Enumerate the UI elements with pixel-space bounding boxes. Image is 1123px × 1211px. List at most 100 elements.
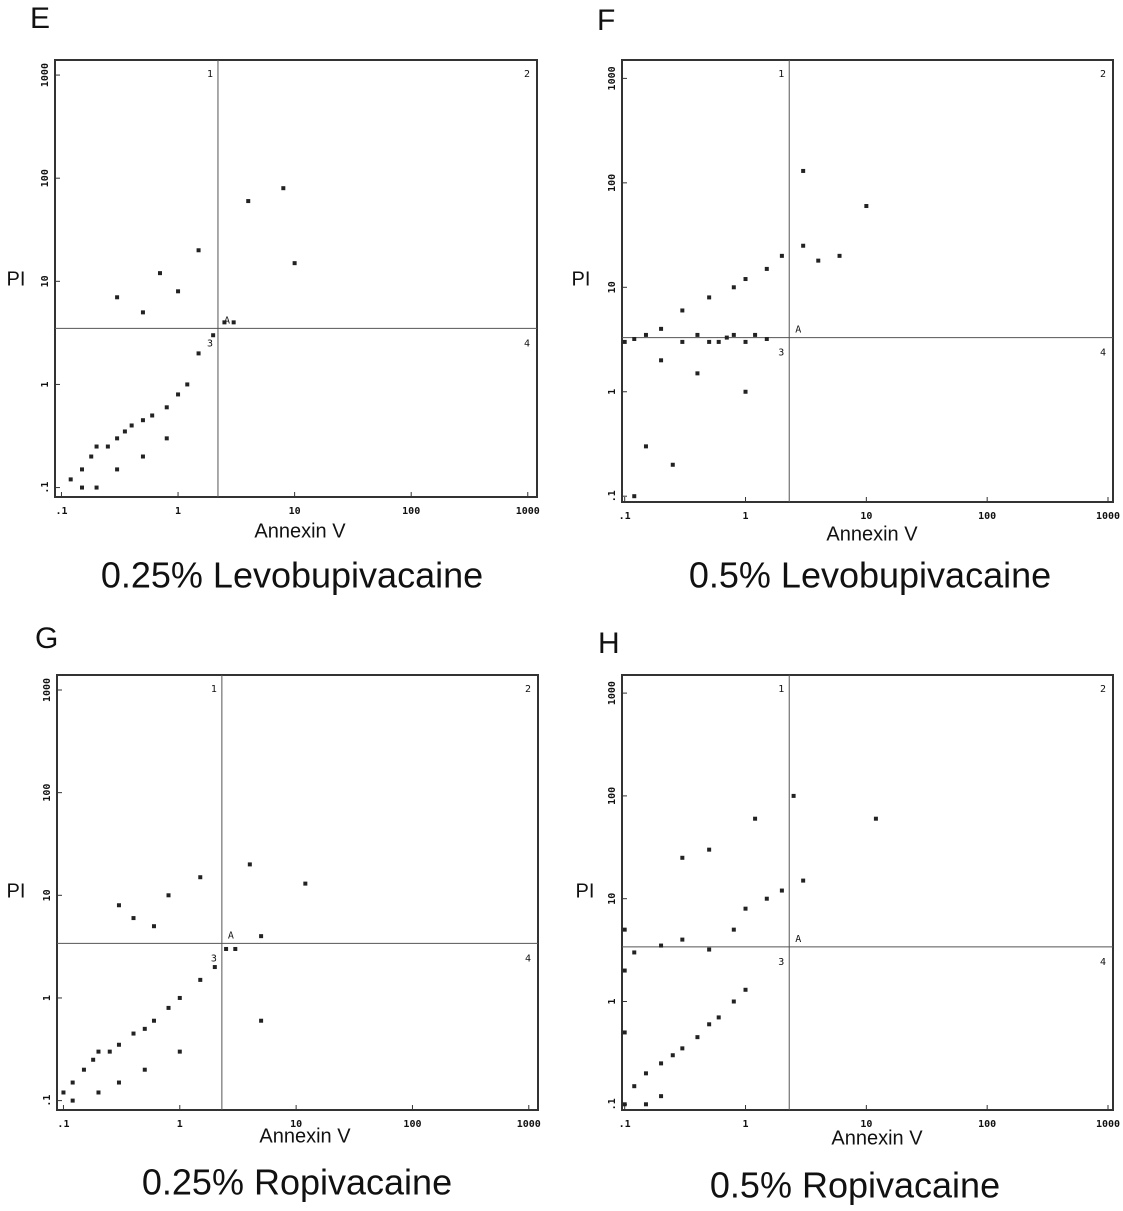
x-tick-label: 1000	[517, 1119, 541, 1130]
event-point	[116, 903, 121, 908]
quadrant-label: 2	[525, 684, 531, 695]
event-point	[731, 285, 736, 290]
y-tick-label: 1	[42, 995, 53, 1001]
plot-frame	[54, 59, 538, 498]
y-axis-label: PI	[572, 268, 591, 290]
quadrant-label: A	[228, 930, 234, 941]
event-point	[643, 332, 648, 337]
event-point	[231, 320, 236, 325]
event-point	[151, 924, 156, 929]
event-point	[224, 946, 229, 951]
event-point	[659, 943, 664, 948]
event-point	[622, 1030, 627, 1035]
quadrant-label: A	[795, 934, 801, 945]
event-point	[707, 295, 712, 300]
event-point	[731, 332, 736, 337]
quadrant-label: A	[224, 315, 230, 326]
event-point	[185, 382, 190, 387]
event-point	[731, 999, 736, 1004]
quadrant-label: 1	[211, 684, 217, 695]
y-tick-label: 10	[607, 281, 618, 293]
event-point	[716, 339, 721, 344]
event-point	[731, 927, 736, 932]
event-point	[177, 1049, 182, 1054]
event-point	[198, 977, 203, 982]
event-point	[164, 436, 169, 441]
y-axis-label: PI	[576, 880, 595, 902]
event-point	[212, 965, 217, 970]
event-point	[94, 444, 99, 449]
event-point	[79, 467, 84, 472]
event-point	[166, 893, 171, 898]
x-axis-label: Annexin V	[826, 523, 918, 545]
event-point	[743, 339, 748, 344]
quadrant-label: 2	[1100, 69, 1106, 80]
panel-caption: 0.5% Ropivacaine	[710, 1165, 1000, 1206]
event-point	[281, 186, 286, 191]
event-point	[680, 855, 685, 860]
event-point	[743, 389, 748, 394]
event-point	[140, 454, 145, 459]
panel-caption: 0.5% Levobupivacaine	[689, 555, 1051, 596]
x-tick-label: 10	[289, 506, 301, 517]
event-point	[222, 320, 227, 325]
event-point	[864, 204, 869, 209]
y-tick-label: .1	[42, 1095, 53, 1107]
x-axis-label: Annexin V	[831, 1127, 923, 1149]
panel-label: H	[598, 627, 620, 660]
plot-frame	[56, 674, 539, 1111]
event-point	[659, 358, 664, 363]
event-point	[198, 875, 203, 880]
event-point	[622, 339, 627, 344]
event-point	[680, 937, 685, 942]
event-point	[873, 816, 878, 821]
y-tick-label: .1	[40, 482, 51, 494]
event-point	[680, 339, 685, 344]
event-point	[753, 332, 758, 337]
quadrant-label: 2	[524, 69, 530, 80]
event-point	[791, 793, 796, 798]
y-tick-label: 100	[42, 784, 53, 802]
x-tick-label: 1	[175, 506, 181, 517]
y-tick-label: 100	[40, 169, 51, 187]
quadrant-label: 1	[778, 684, 784, 695]
x-tick-label: 100	[978, 511, 996, 522]
event-point	[116, 1042, 121, 1047]
event-point	[743, 987, 748, 992]
x-axis-label: Annexin V	[259, 1125, 351, 1147]
event-point	[724, 335, 729, 340]
quadrant-label: 1	[207, 69, 213, 80]
y-axis-label: PI	[7, 880, 26, 902]
event-point	[716, 1015, 721, 1020]
event-point	[131, 916, 136, 921]
event-point	[801, 878, 806, 883]
event-point	[176, 392, 181, 397]
x-axis-label: Annexin V	[254, 520, 346, 542]
x-tick-label: 1000	[516, 506, 540, 517]
y-tick-label: 100	[607, 174, 618, 192]
quadrant-label: 3	[778, 957, 784, 968]
y-tick-label: .1	[607, 1098, 618, 1110]
x-tick-label: 1	[743, 511, 749, 522]
x-tick-label: 1	[177, 1119, 183, 1130]
event-point	[131, 1031, 136, 1036]
event-point	[707, 1022, 712, 1027]
y-tick-label: 1000	[40, 63, 51, 87]
event-point	[659, 326, 664, 331]
event-point	[68, 477, 73, 482]
quadrant-label: A	[795, 325, 801, 336]
event-point	[140, 418, 145, 423]
event-point	[140, 310, 145, 315]
event-point	[779, 253, 784, 258]
event-point	[659, 1094, 664, 1099]
y-tick-label: 1000	[42, 678, 53, 702]
x-tick-label: .1	[57, 1119, 69, 1130]
y-tick-label: 100	[607, 787, 618, 805]
event-point	[151, 1018, 156, 1023]
event-point	[129, 423, 134, 428]
x-tick-label: 100	[402, 506, 420, 517]
y-tick-label: 10	[40, 275, 51, 287]
quadrant-label: 4	[1100, 957, 1106, 968]
